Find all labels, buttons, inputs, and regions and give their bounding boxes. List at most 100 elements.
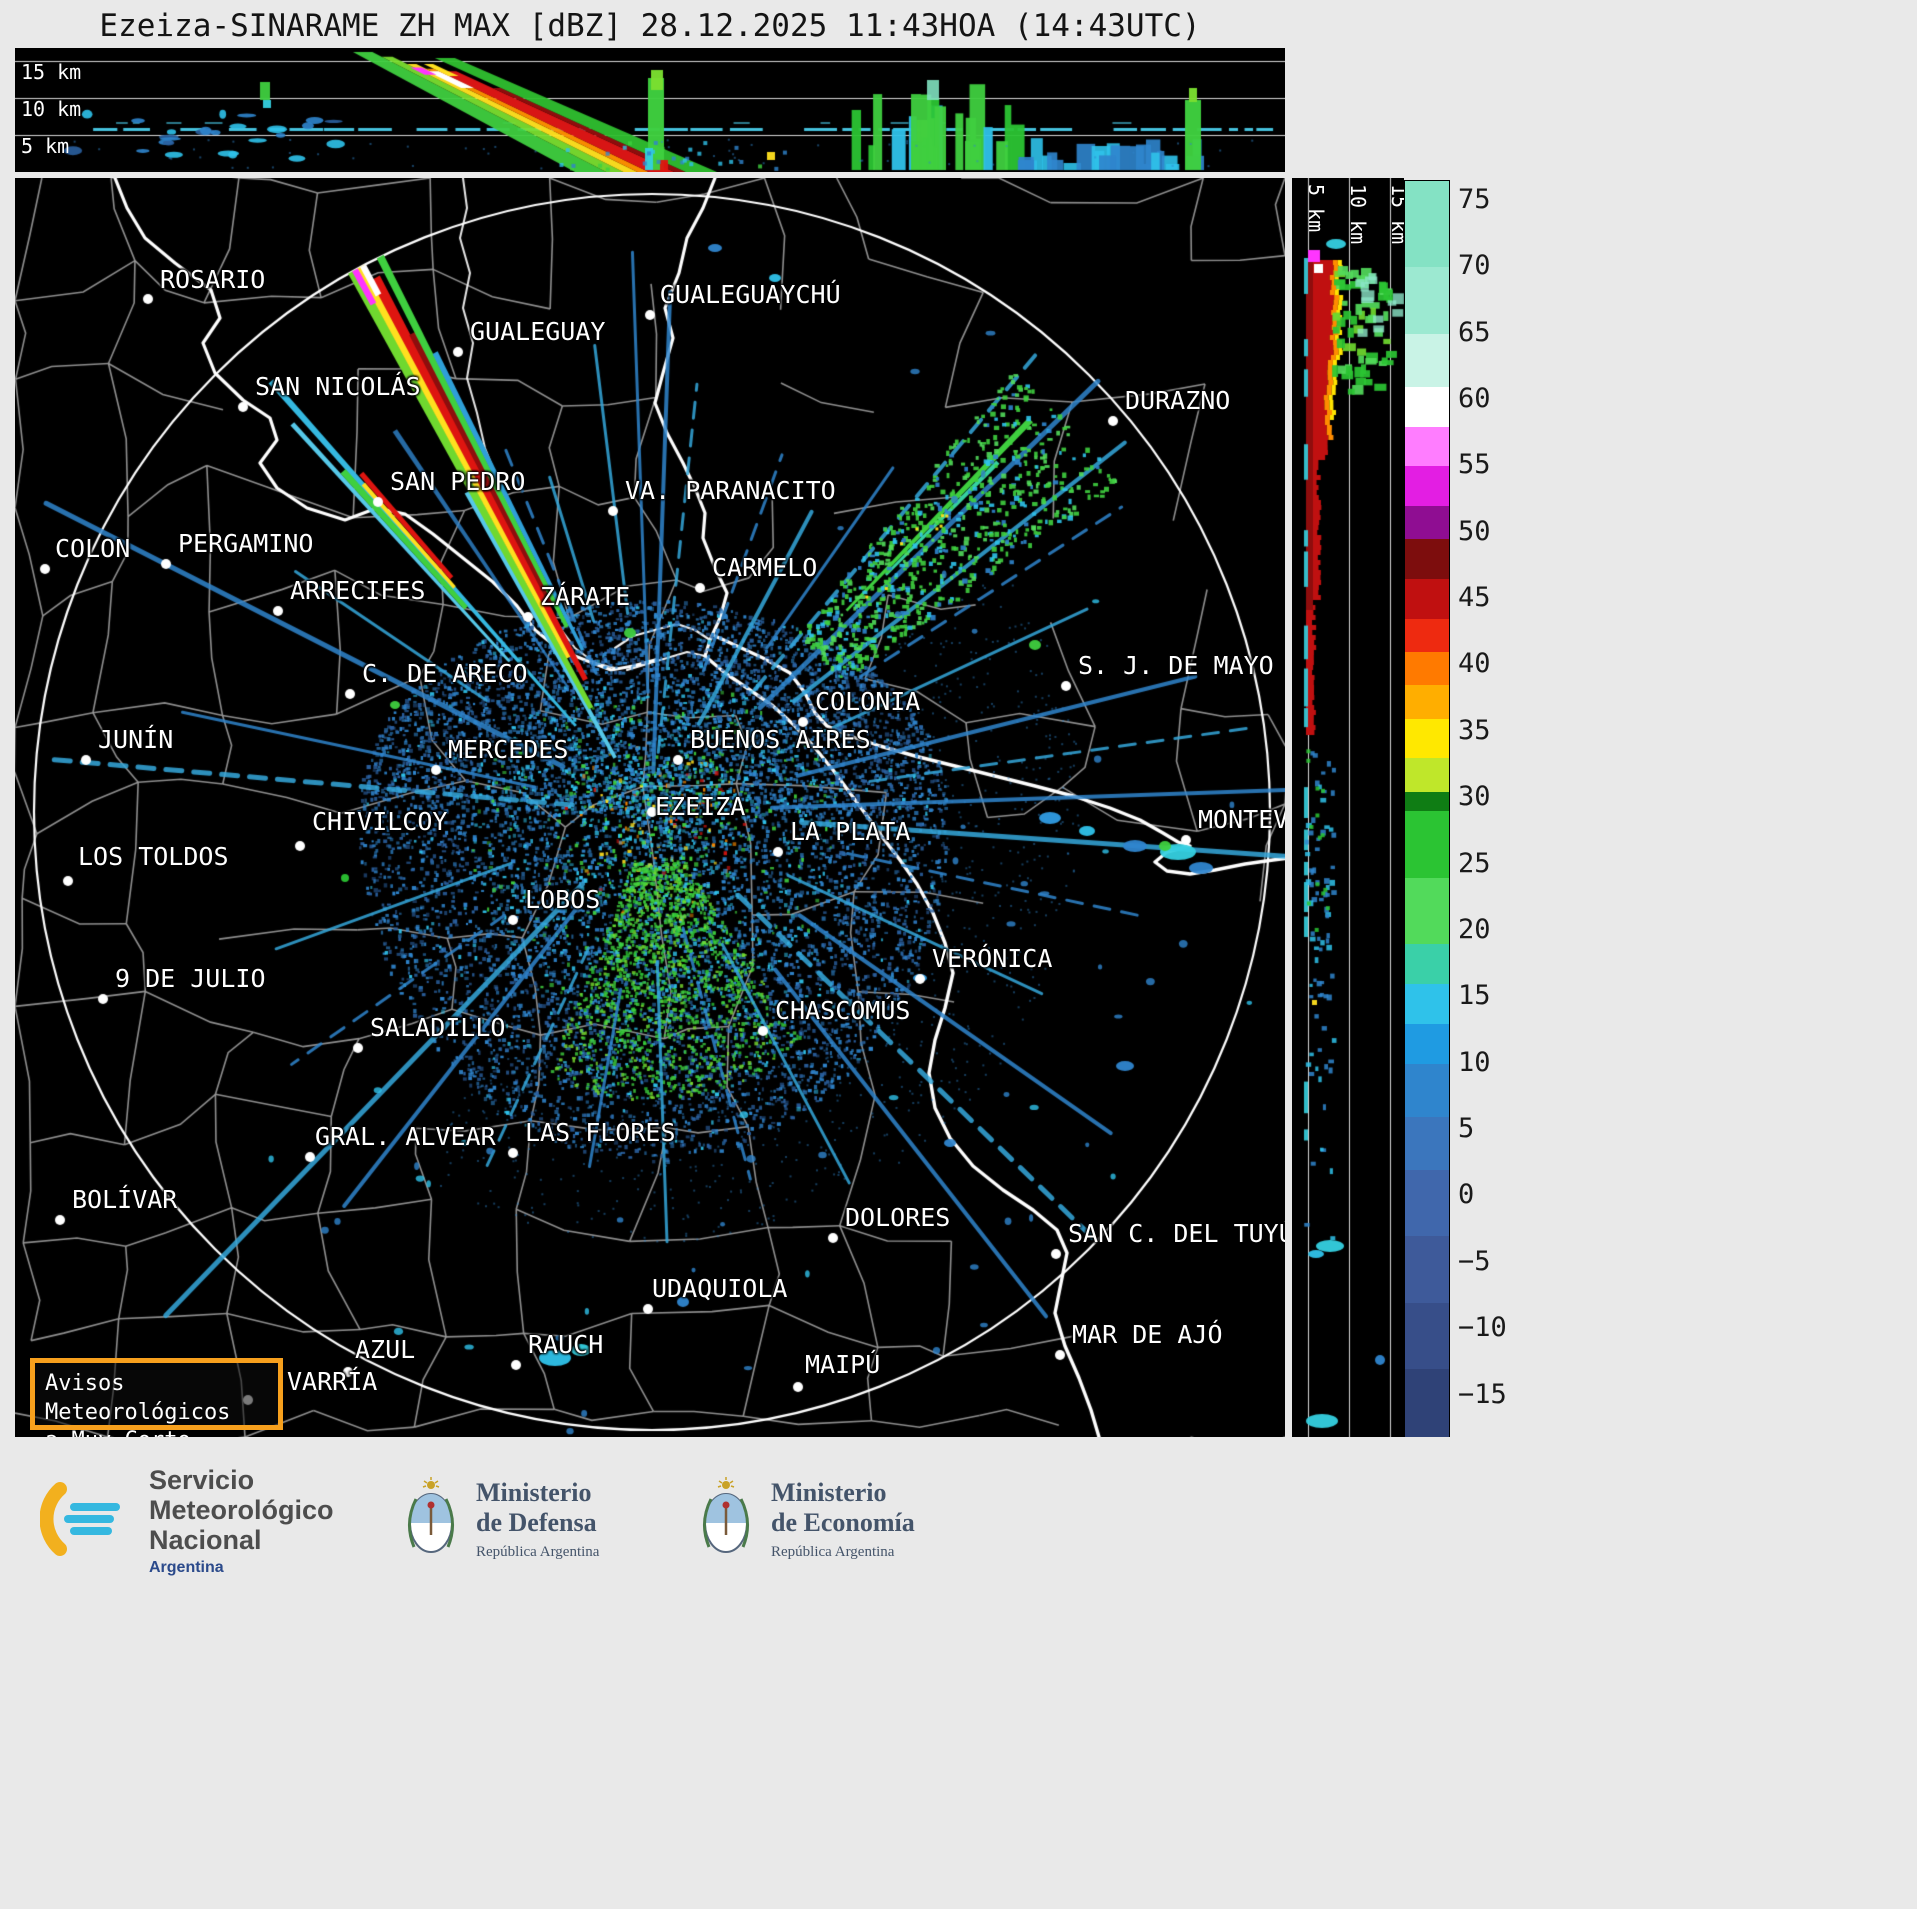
km-scale-label: 10 km <box>21 97 82 121</box>
colorbar-segment <box>1405 267 1449 335</box>
colorbar-tick-label: −15 <box>1458 1378 1507 1410</box>
colorbar-segment <box>1405 619 1449 653</box>
colorbar-segment <box>1405 1302 1449 1370</box>
dbz-colorbar <box>1404 180 1450 1439</box>
city-label-san-pedro: SAN PEDRO <box>390 467 526 496</box>
colorbar-tick-label: 50 <box>1458 515 1491 547</box>
ministry-economia-branding: Ministerio de Economía República Argenti… <box>695 1477 915 1563</box>
city-label-mercedes: MERCEDES <box>448 735 569 764</box>
city-label-montev: MONTEV <box>1198 805 1285 834</box>
city-label-chivilcoy: CHIVILCOY <box>312 807 448 836</box>
city-label-gualeguaych-: GUALEGUAYCHÚ <box>660 280 841 309</box>
alert-line-2: a Muy Corto Plazo <box>45 1427 268 1437</box>
city-label-c-de-areco: C. DE ARECO <box>362 659 528 688</box>
city-label-colon: COLON <box>55 534 131 563</box>
city-label-dolores: DOLORES <box>845 1203 951 1232</box>
colorbar-tick-label: 5 <box>1458 1113 1475 1145</box>
city-label-ver-nica: VERÓNICA <box>932 944 1053 973</box>
city-label-arrecifes: ARRECIFES <box>290 576 426 605</box>
km-scale-label: 15 km <box>1387 184 1404 245</box>
smn-name-line3: Nacional <box>149 1525 262 1556</box>
city-label-rauch: RAUCH <box>528 1330 604 1359</box>
colorbar-tick-label: 15 <box>1458 980 1491 1012</box>
colorbar-segment <box>1405 685 1449 720</box>
colorbar-segment <box>1405 758 1449 793</box>
city-label-chascom-s: CHASCOMÚS <box>775 996 911 1025</box>
colorbar-tick-label: 70 <box>1458 250 1491 282</box>
city-label-durazno: DURAZNO <box>1125 386 1231 415</box>
colorbar-segment <box>1405 718 1449 759</box>
colorbar-segment <box>1405 877 1449 945</box>
km-scale-label: 5 km <box>21 134 70 158</box>
city-label-gral-alvear: GRAL. ALVEAR <box>315 1122 496 1151</box>
smn-country: Argentina <box>149 1558 224 1576</box>
economia-line2: de Economía <box>771 1508 915 1538</box>
colorbar-segment <box>1405 1368 1449 1438</box>
colorbar-segment <box>1405 944 1449 985</box>
city-label-saladillo: SALADILLO <box>370 1013 506 1042</box>
city-label-jun-n: JUNÍN <box>98 725 174 754</box>
defensa-line2: de Defensa <box>476 1508 597 1538</box>
city-label-gualeguay: GUALEGUAY <box>470 317 606 346</box>
city-label-s-j-de-mayo: S. J. DE MAYO <box>1078 651 1274 680</box>
city-label-buenos-aires: BUENOS AIRES <box>690 725 871 754</box>
city-label-va-paranacito: VA. PARANACITO <box>625 476 836 505</box>
smn-name-line1: Servicio <box>149 1465 255 1495</box>
top-cross-section-canvas <box>15 48 1285 172</box>
city-label-z-rate: ZÁRATE <box>540 582 631 611</box>
city-label-9-de-julio: 9 DE JULIO <box>115 964 266 993</box>
colorbar-segment <box>1405 466 1449 507</box>
colorbar-tick-label: −5 <box>1458 1245 1491 1277</box>
colorbar-segment <box>1405 506 1449 540</box>
km-scale-label: 10 km <box>1346 184 1370 245</box>
colorbar-tick-label: 65 <box>1458 316 1491 348</box>
colorbar-segment <box>1405 386 1449 428</box>
colorbar-tick-label: 0 <box>1458 1179 1475 1211</box>
city-label-carmelo: CARMELO <box>712 553 818 582</box>
colorbar-tick-label: 40 <box>1458 648 1491 680</box>
city-label-san-nicol-s: SAN NICOLÁS <box>255 372 421 401</box>
city-label-las-flores: LAS FLORES <box>525 1118 676 1147</box>
city-label-ezeiza: EZEIZA <box>655 792 746 821</box>
colorbar-tick-label: 45 <box>1458 582 1491 614</box>
city-label-los-toldos: LOS TOLDOS <box>78 842 229 871</box>
colorbar-segment <box>1405 333 1449 388</box>
defensa-sub: República Argentina <box>476 1544 600 1561</box>
colorbar-tick-label: 30 <box>1458 781 1491 813</box>
page-title: Ezeiza-SINARAME ZH MAX [dBZ] 28.12.2025 … <box>99 8 1201 44</box>
city-label-pergamino: PERGAMINO <box>178 529 314 558</box>
main-radar-map: Avisos Meteorológicos a Muy Corto Plazo … <box>15 178 1285 1437</box>
colorbar-segment <box>1405 791 1449 812</box>
km-scale-label: 15 km <box>21 60 82 84</box>
colorbar-segment <box>1405 1023 1449 1065</box>
colorbar-tick-label: 75 <box>1458 183 1491 215</box>
city-label-la-plata: LA PLATA <box>790 817 911 846</box>
colorbar-segment <box>1405 579 1449 620</box>
colorbar-segment <box>1405 539 1449 580</box>
smn-branding: Servicio Meteorológico Nacional Argentin… <box>39 1465 334 1577</box>
colorbar-segment <box>1405 984 1449 1025</box>
colorbar-segment <box>1405 1116 1449 1171</box>
economia-sub: República Argentina <box>771 1544 895 1561</box>
colorbar-segment <box>1405 426 1449 467</box>
alert-box[interactable]: Avisos Meteorológicos a Muy Corto Plazo <box>30 1358 283 1437</box>
city-label-varr-a: VARRÍA <box>287 1367 378 1396</box>
smn-name-line2: Meteorológico <box>149 1495 334 1526</box>
smn-logo <box>39 1471 135 1570</box>
city-label-lobos: LOBOS <box>525 885 601 914</box>
city-label-bol-var: BOLÍVAR <box>72 1185 178 1214</box>
radar-map-canvas <box>15 178 1285 1437</box>
city-label-azul: AZUL <box>355 1335 416 1364</box>
colorbar-tick-label: 10 <box>1458 1046 1491 1078</box>
right-cross-section-canvas <box>1292 178 1404 1437</box>
colorbar-tick-label: 35 <box>1458 714 1491 746</box>
argentina-crest-icon <box>400 1477 462 1563</box>
colorbar-tick-label: 25 <box>1458 847 1491 879</box>
colorbar-segment <box>1405 1169 1449 1237</box>
right-cross-section-panel: 5 km 10 km 15 km <box>1292 178 1404 1437</box>
colorbar-tick-label: 60 <box>1458 383 1491 414</box>
colorbar-segment <box>1405 811 1449 879</box>
defensa-line1: Ministerio <box>476 1478 592 1508</box>
colorbar-segment <box>1405 1236 1449 1304</box>
